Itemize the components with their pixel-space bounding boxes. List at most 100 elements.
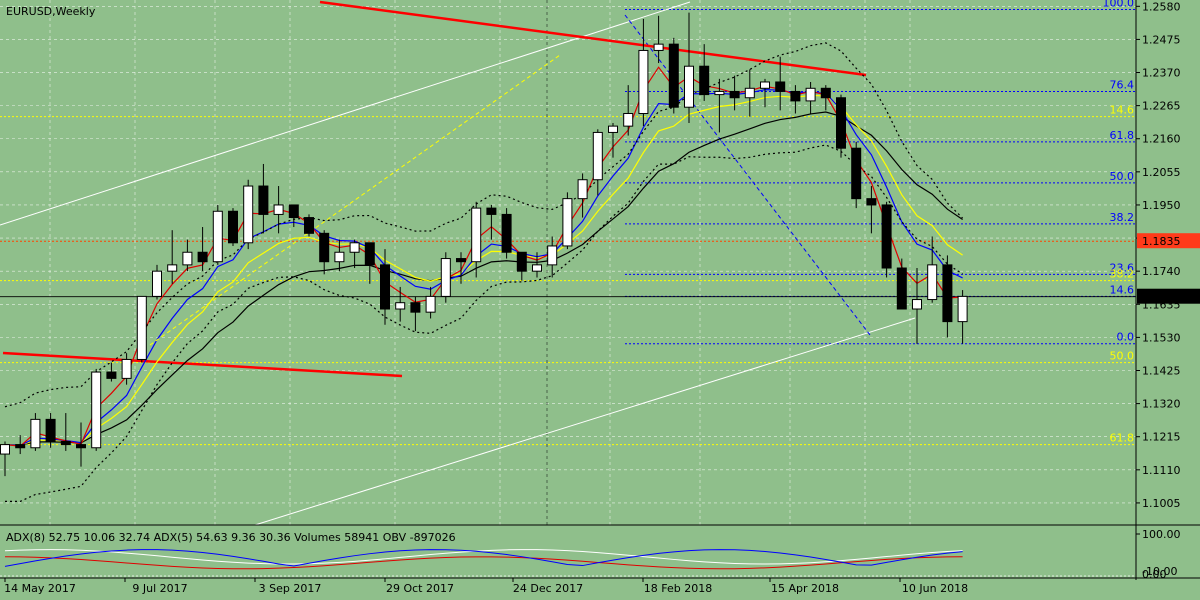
indicator-minus-di [4,556,963,570]
candle-bullish [684,65,694,108]
candle-bearish [729,90,740,99]
candle-bearish [288,204,299,219]
candle-bearish [364,242,375,266]
sr-price-box [1137,233,1200,249]
candle-bearish [319,232,330,263]
indicator-plus-di [4,549,963,565]
candle-bearish [410,302,421,313]
fib-label-blue: 76.4 [1110,78,1135,91]
candle-bullish [182,251,193,266]
price-axis: 1.2580 1.2475 1.2370 1.2265 1.2160 1.2055 1.19… [0,0,1200,580]
candle-bullish [562,198,573,247]
ma-black [4,111,963,446]
candle-bearish [668,43,679,108]
y-tick-label: 1.1740 [1142,265,1181,278]
symbol-title: EURUSD,Weekly [6,5,96,18]
candle-bearish [60,440,71,446]
candle-bullish [136,295,147,360]
time-axis: 14 May 2017 9 Jul 2017 3 Sep 2017 29 Oct 20… [4,578,968,595]
candle-bearish [258,185,269,215]
candle-bearish [699,65,710,96]
y-tick-label: 1.1425 [1142,364,1181,377]
indicator-scale-bottom: -10.00 [1142,565,1177,578]
y-tick-label: 1.1215 [1142,431,1181,444]
candle-bullish [592,131,603,181]
x-tick-label: 9 Jul 2017 [132,582,187,595]
candle-bullish [653,43,664,51]
candle-bullish [532,264,542,272]
sr-price-label: 1.1835 [1142,235,1181,248]
fib-label-yellow: 50.0 [1110,350,1135,363]
indicator-scale-top: 100.00 [1142,528,1181,541]
y-tick-label: 1.1110 [1142,464,1181,477]
candle-bullish [760,81,770,89]
fib-label-blue: 100.0 [1103,0,1135,9]
indicator-scale-bottom2: 0.00 [1142,568,1167,581]
fib-label-blue: 23.6 [1110,261,1135,274]
candle-bearish [790,90,801,102]
candle-bearish [456,258,466,263]
candle-bearish [106,371,117,379]
candle-bullish [121,358,132,379]
candle-bullish [440,258,451,297]
candle-bearish [836,97,846,149]
candle-bullish [638,49,649,115]
channel-line-lower [254,317,916,526]
fib-label-blue: 14.6 [1110,283,1135,296]
candle-bearish [486,207,497,215]
candle-bearish [197,251,208,263]
candle-bullish [395,302,406,310]
candle-bullish [744,87,755,99]
fib-label-blue: 0.0 [1117,331,1135,344]
y-tick-label: 1.2370 [1142,67,1181,80]
x-tick-label: 10 Jun 2018 [902,582,968,595]
candle-bullish [957,295,968,323]
y-tick-label: 1.2580 [1142,0,1181,13]
candle-bullish [471,207,482,263]
candle-bullish [805,87,816,102]
x-tick-label: 24 Dec 2017 [513,582,583,595]
y-tick-label: 1.2475 [1142,33,1181,46]
candle-bullish [608,125,618,133]
candle-bearish [820,87,831,99]
candle-bullish [349,242,360,253]
candle-bullish [927,264,938,301]
candle-bullish [167,264,178,272]
candle-bearish [851,147,862,200]
current-price-box [1137,288,1200,304]
fib-label-yellow: 61.8 [1110,432,1135,445]
candle-bullish [577,179,588,200]
candle-bullish [334,251,345,263]
candle-bearish [501,213,512,253]
fib-label-yellow: 38.2 [1110,268,1135,281]
candle-bearish [228,210,238,244]
candle-bearish [516,251,527,272]
indicator-label: ADX(8) 52.75 10.06 32.74 ADX(5) 54.63 9.… [6,531,456,544]
bollinger-lower [4,144,963,502]
candle-bearish [76,444,86,449]
candle-bearish [304,217,314,234]
indicator-overlays [0,0,964,526]
candle-bullish [91,371,102,449]
fibonacci-levels: 100.076.461.850.038.223.614.60.014.638.2… [0,0,1136,446]
candle-bullish [273,204,284,215]
candle-bullish [30,418,41,449]
fib-label-yellow: 14.6 [1110,104,1135,117]
x-tick-label: 15 Apr 2018 [771,582,839,595]
candle-bearish [881,204,892,269]
candle-bullish [425,295,436,313]
x-tick-label: 29 Oct 2017 [386,582,454,595]
candle-bearish [15,444,26,449]
y-tick-label: 1.2160 [1142,133,1181,146]
trendline-upper-red [319,0,867,77]
y-tick-label: 1.2265 [1142,100,1181,113]
y-tick-label: 1.1950 [1142,199,1181,212]
candle-bearish [942,264,953,323]
candle-bearish [45,418,56,442]
candle-bullish [0,444,10,455]
candle-bullish [547,245,558,266]
fib-label-blue: 61.8 [1110,129,1135,142]
